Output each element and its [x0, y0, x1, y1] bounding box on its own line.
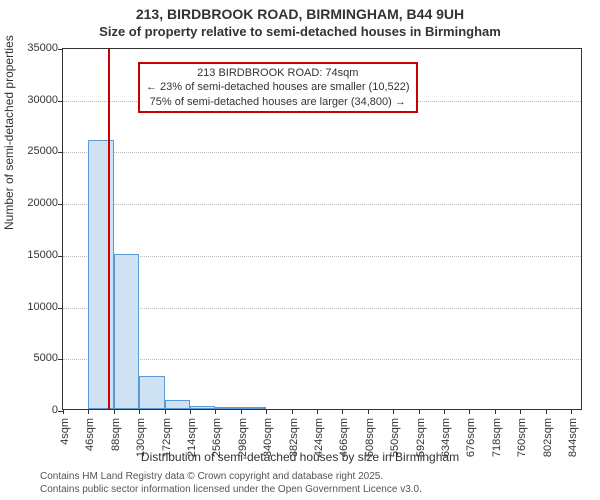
x-tick-mark [88, 409, 89, 414]
annotation-line3: 75% of semi-detached houses are larger (… [146, 95, 410, 109]
x-tick-mark [469, 409, 470, 414]
chart-title-sub: Size of property relative to semi-detach… [0, 24, 600, 39]
y-tick-label: 25000 [18, 145, 58, 157]
y-tick-label: 30000 [18, 94, 58, 106]
x-tick-mark [63, 409, 64, 414]
x-tick-mark [317, 409, 318, 414]
histogram-bar [139, 376, 164, 409]
gridline [63, 359, 581, 360]
x-tick-mark [292, 409, 293, 414]
y-tick-mark [58, 359, 63, 360]
chart-title-main: 213, BIRDBROOK ROAD, BIRMINGHAM, B44 9UH [0, 6, 600, 22]
y-tick-label: 35000 [18, 42, 58, 54]
histogram-bar [88, 140, 113, 409]
y-tick-mark [58, 152, 63, 153]
x-axis-label: Distribution of semi-detached houses by … [0, 450, 600, 464]
x-tick-mark [419, 409, 420, 414]
y-tick-label: 5000 [18, 352, 58, 364]
x-tick-mark [190, 409, 191, 414]
attribution-line1: Contains HM Land Registry data © Crown c… [40, 471, 383, 482]
attribution-text: Contains HM Land Registry data © Crown c… [40, 471, 422, 496]
annotation-line1: 213 BIRDBROOK ROAD: 74sqm [146, 66, 410, 80]
histogram-bar [215, 407, 240, 409]
x-tick-mark [393, 409, 394, 414]
x-tick-mark [215, 409, 216, 414]
histogram-bar [114, 254, 139, 409]
y-tick-mark [58, 204, 63, 205]
y-tick-label: 15000 [18, 249, 58, 261]
x-tick-mark [241, 409, 242, 414]
y-tick-label: 10000 [18, 301, 58, 313]
x-tick-mark [368, 409, 369, 414]
x-tick-mark [546, 409, 547, 414]
x-tick-mark [520, 409, 521, 414]
y-axis-label: Number of semi-detached properties [2, 35, 16, 230]
chart-container: 213, BIRDBROOK ROAD, BIRMINGHAM, B44 9UH… [0, 0, 600, 500]
y-tick-label: 20000 [18, 197, 58, 209]
y-tick-mark [58, 256, 63, 257]
plot-area: 213 BIRDBROOK ROAD: 74sqm← 23% of semi-d… [62, 48, 582, 410]
y-tick-mark [58, 101, 63, 102]
histogram-bar [190, 406, 215, 409]
x-tick-mark [571, 409, 572, 414]
gridline [63, 152, 581, 153]
histogram-bar [241, 407, 266, 409]
x-tick-mark [342, 409, 343, 414]
gridline [63, 256, 581, 257]
x-tick-mark [444, 409, 445, 414]
x-tick-mark [495, 409, 496, 414]
gridline [63, 204, 581, 205]
y-tick-mark [58, 49, 63, 50]
y-tick-mark [58, 308, 63, 309]
annotation-box: 213 BIRDBROOK ROAD: 74sqm← 23% of semi-d… [138, 62, 418, 113]
attribution-line2: Contains public sector information licen… [40, 484, 422, 495]
annotation-line2: ← 23% of semi-detached houses are smalle… [146, 80, 410, 94]
histogram-bar [165, 400, 190, 409]
x-tick-mark [139, 409, 140, 414]
x-tick-mark [266, 409, 267, 414]
y-tick-label: 0 [18, 404, 58, 416]
x-tick-mark [165, 409, 166, 414]
gridline [63, 308, 581, 309]
x-tick-mark [114, 409, 115, 414]
property-marker-line [108, 49, 110, 409]
